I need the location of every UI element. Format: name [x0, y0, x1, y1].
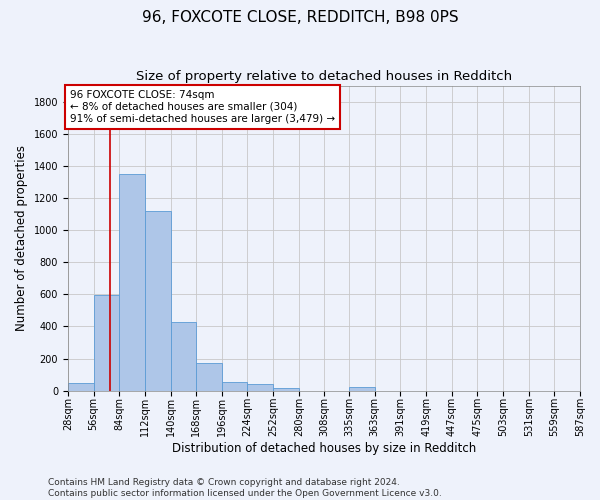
Bar [68, 382, 94, 390]
Y-axis label: Number of detached properties: Number of detached properties [15, 145, 28, 331]
Bar [222, 382, 247, 390]
Bar [94, 295, 119, 390]
Text: 96 FOXCOTE CLOSE: 74sqm
← 8% of detached houses are smaller (304)
91% of semi-de: 96 FOXCOTE CLOSE: 74sqm ← 8% of detached… [70, 90, 335, 124]
Text: Contains HM Land Registry data © Crown copyright and database right 2024.
Contai: Contains HM Land Registry data © Crown c… [48, 478, 442, 498]
Bar [247, 384, 273, 390]
Bar [170, 322, 196, 390]
Bar [145, 211, 170, 390]
Bar [273, 388, 299, 390]
Text: 96, FOXCOTE CLOSE, REDDITCH, B98 0PS: 96, FOXCOTE CLOSE, REDDITCH, B98 0PS [142, 10, 458, 25]
Title: Size of property relative to detached houses in Redditch: Size of property relative to detached ho… [136, 70, 512, 83]
Bar [119, 174, 145, 390]
X-axis label: Distribution of detached houses by size in Redditch: Distribution of detached houses by size … [172, 442, 476, 455]
Bar [349, 388, 375, 390]
Bar [196, 364, 222, 390]
